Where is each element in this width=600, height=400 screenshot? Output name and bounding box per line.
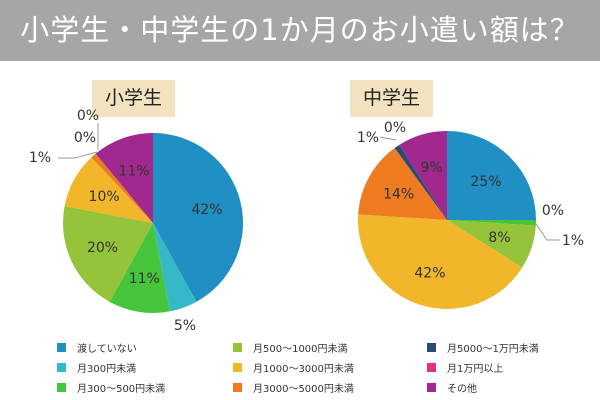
legend-label: 月1000～3000円未満 <box>253 364 354 375</box>
pie-slice <box>153 133 244 302</box>
legend-swatch <box>427 343 436 352</box>
legend-item: 月1000～3000円未満 <box>233 360 354 375</box>
legend-item: その他 <box>427 380 477 395</box>
legend-item: 月500～1000円未満 <box>233 340 348 355</box>
data-label: 11% <box>129 271 160 287</box>
data-label: 5% <box>174 318 196 334</box>
data-label: 42% <box>191 202 222 218</box>
legend-item: 月5000～1万円未満 <box>427 340 539 355</box>
pie-slice <box>64 157 153 223</box>
data-label: 0% <box>77 108 99 124</box>
legend-swatch <box>233 343 242 352</box>
pie-slice <box>95 133 153 223</box>
data-label: 20% <box>87 240 118 256</box>
data-label: 1% <box>562 233 584 249</box>
legend-label: その他 <box>447 384 477 395</box>
leader-line <box>379 136 397 141</box>
legend-swatch <box>57 363 66 372</box>
data-label: 0% <box>384 120 406 136</box>
legend-item: 月3000～5000円未満 <box>233 380 354 395</box>
legend-label: 月300円未満 <box>77 364 137 375</box>
data-label: 25% <box>470 174 501 190</box>
legend-item: 渡していない <box>57 340 137 355</box>
pie-slice <box>62 206 153 302</box>
legend-label: 月500～1000円未満 <box>253 344 348 355</box>
leader-line <box>535 223 560 241</box>
pie-slice <box>357 214 523 310</box>
legend-swatch <box>57 343 66 352</box>
data-label: 42% <box>414 265 445 281</box>
pie-slice <box>109 223 170 313</box>
pie-title-elementary: 小学生 <box>92 80 175 117</box>
pie-slice <box>447 220 536 226</box>
pie-slice <box>447 131 536 220</box>
data-label: 10% <box>89 189 120 205</box>
data-label: 14% <box>383 186 414 202</box>
legend-swatch <box>427 383 436 392</box>
legend-label: 渡していない <box>77 344 137 355</box>
legend-label: 月3000～5000円未満 <box>253 384 354 395</box>
pie-slice <box>399 131 447 220</box>
data-label: 1% <box>29 150 51 166</box>
pie-slice <box>153 223 197 312</box>
legend-item: 月1万円以上 <box>427 360 503 375</box>
data-label: 11% <box>119 163 150 179</box>
pie-slice <box>447 220 536 268</box>
legend-label: 月300～500円未満 <box>77 384 166 395</box>
data-label: 9% <box>420 160 442 176</box>
data-label: 0% <box>542 203 564 219</box>
legend-item: 月300円未満 <box>57 360 136 375</box>
pie-title-middle: 中学生 <box>350 80 433 117</box>
pie-slice <box>358 147 447 220</box>
legend-item: 月300～500円未満 <box>57 380 165 395</box>
pie-slice <box>91 153 153 223</box>
legend-swatch <box>427 363 436 372</box>
legend-label: 月1万円以上 <box>447 364 504 375</box>
legend-swatch <box>233 363 242 372</box>
data-label: 0% <box>74 130 96 146</box>
pie-slice <box>394 144 447 220</box>
data-label: 8% <box>488 230 510 246</box>
legend-swatch <box>233 383 242 392</box>
leader-line <box>58 151 98 159</box>
legend-swatch <box>57 383 66 392</box>
data-label: 1% <box>357 130 379 146</box>
chart-title: 小学生・中学生の1か月のお小遣い額は？ <box>0 0 600 61</box>
legend-label: 月5000～1万円未満 <box>447 344 539 355</box>
